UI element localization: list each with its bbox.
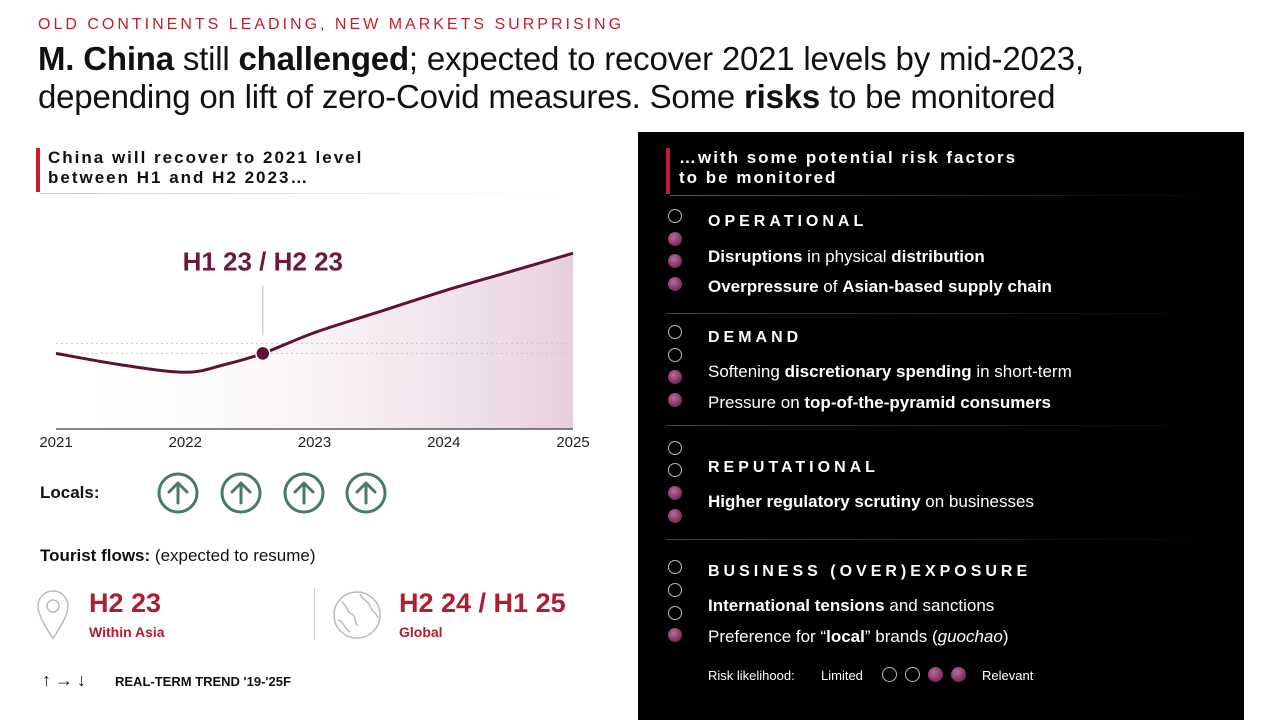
x-tick-label: 2025 xyxy=(556,434,589,451)
risk-item: Overpressure of Asian-based supply chain xyxy=(708,277,1052,296)
likelihood-legend-label: Risk likelihood: xyxy=(708,668,795,683)
page-title: M. China still challenged; expected to r… xyxy=(38,40,1238,116)
likelihood-dot-empty xyxy=(905,667,920,682)
within-asia-value: H2 23 xyxy=(89,588,162,618)
risk-category-business-exposure: BUSINESS (OVER)EXPOSURE xyxy=(708,563,1032,580)
title-line-1: M. China still challenged; expected to r… xyxy=(38,40,1084,77)
likelihood-dot-filled xyxy=(668,254,682,268)
x-tick-labels: 2021 2022 2023 2024 2025 xyxy=(39,434,589,451)
title-line-2: depending on lift of zero-Covid measures… xyxy=(38,78,1056,115)
locals-label: Locals: xyxy=(40,483,100,502)
likelihood-dot-empty xyxy=(668,441,682,455)
likelihood-dot-empty xyxy=(668,606,682,620)
likelihood-dot-filled xyxy=(668,509,682,523)
left-panel-heading: China will recover to 2021 level between… xyxy=(36,146,560,194)
likelihood-dot-empty xyxy=(668,348,682,362)
risk-panel: …with some potential risk factors to be … xyxy=(638,132,1244,720)
likelihood-dot-empty xyxy=(668,463,682,477)
category-divider xyxy=(666,539,1236,540)
recovery-chart: H1 23 / H2 23 2021 2022 2023 2024 2025 xyxy=(30,230,600,460)
risk-item: Pressure on top-of-the-pyramid consumers xyxy=(708,393,1051,412)
heading-rule xyxy=(40,193,560,194)
likelihood-legend-low: Limited xyxy=(821,668,863,683)
chart-callout-label: H1 23 / H2 23 xyxy=(183,246,343,276)
likelihood-dot-filled xyxy=(668,232,682,246)
likelihood-legend-high: Relevant xyxy=(982,668,1034,683)
risk-item: International tensions and sanctions xyxy=(708,596,995,615)
likelihood-dot-empty xyxy=(668,560,682,574)
trend-arrows-icon: ↑→↓ xyxy=(42,670,90,690)
likelihood-dot-filled xyxy=(668,393,682,407)
tourist-divider xyxy=(314,588,315,640)
x-tick-label: 2024 xyxy=(427,434,460,451)
arrow-up-icon xyxy=(283,472,325,514)
global-label: Global xyxy=(399,624,443,640)
likelihood-dot-filled xyxy=(928,667,943,682)
risk-panel-heading: …with some potential risk factors to be … xyxy=(666,148,1236,196)
category-divider xyxy=(666,425,1236,426)
risk-item: Disruptions in physical distribution xyxy=(708,247,985,266)
risk-item: Preference for “local” brands (guochao) xyxy=(708,627,1009,646)
risk-heading-line-1: …with some potential risk factors xyxy=(679,148,1018,167)
tourist-flows-label: Tourist flows: (expected to resume) xyxy=(40,546,316,565)
category-divider xyxy=(666,313,1236,314)
likelihood-dot-filled xyxy=(668,628,682,642)
risk-category-demand: DEMAND xyxy=(708,329,803,346)
likelihood-dot-filled xyxy=(951,667,966,682)
heading-accent-bar xyxy=(666,148,670,194)
likelihood-dot-empty xyxy=(668,209,682,223)
recovery-chart-svg: H1 23 / H2 23 2021 2022 2023 2024 2025 xyxy=(39,246,589,451)
likelihood-dot-empty xyxy=(668,325,682,339)
arrow-up-icon xyxy=(345,472,387,514)
globe-icon xyxy=(333,591,381,639)
likelihood-dot-filled xyxy=(668,277,682,291)
x-tick-label: 2022 xyxy=(169,434,202,451)
chart-area-fill xyxy=(56,253,573,429)
risk-heading-line-2: to be monitored xyxy=(679,168,838,187)
risk-category-operational: OPERATIONAL xyxy=(708,213,868,230)
map-pin-icon xyxy=(37,590,69,640)
chart-series-line xyxy=(55,251,574,374)
x-tick-label: 2023 xyxy=(298,434,331,451)
within-asia-label: Within Asia xyxy=(89,624,165,640)
arrow-up-icon xyxy=(220,472,262,514)
arrow-up-icon xyxy=(157,472,199,514)
risk-category-reputational: REPUTATIONAL xyxy=(708,459,879,476)
heading-line-1: China will recover to 2021 level xyxy=(48,148,364,167)
likelihood-dot-filled xyxy=(668,370,682,384)
heading-rule xyxy=(670,195,1236,196)
section-kicker: OLD CONTINENTS LEADING, NEW MARKETS SURP… xyxy=(38,16,625,33)
likelihood-dot-empty xyxy=(882,667,897,682)
x-tick-label: 2021 xyxy=(39,434,72,451)
trend-legend-text: REAL-TERM TREND '19-'25F xyxy=(115,674,291,689)
likelihood-dot-empty xyxy=(668,583,682,597)
recovery-point-marker[interactable] xyxy=(255,345,271,362)
likelihood-dot-filled xyxy=(668,486,682,500)
global-value: H2 24 / H1 25 xyxy=(399,588,566,618)
risk-item: Higher regulatory scrutiny on businesses xyxy=(708,492,1034,511)
risk-item: Softening discretionary spending in shor… xyxy=(708,362,1072,381)
heading-line-2: between H1 and H2 2023… xyxy=(48,168,310,187)
heading-accent-bar xyxy=(36,148,40,192)
